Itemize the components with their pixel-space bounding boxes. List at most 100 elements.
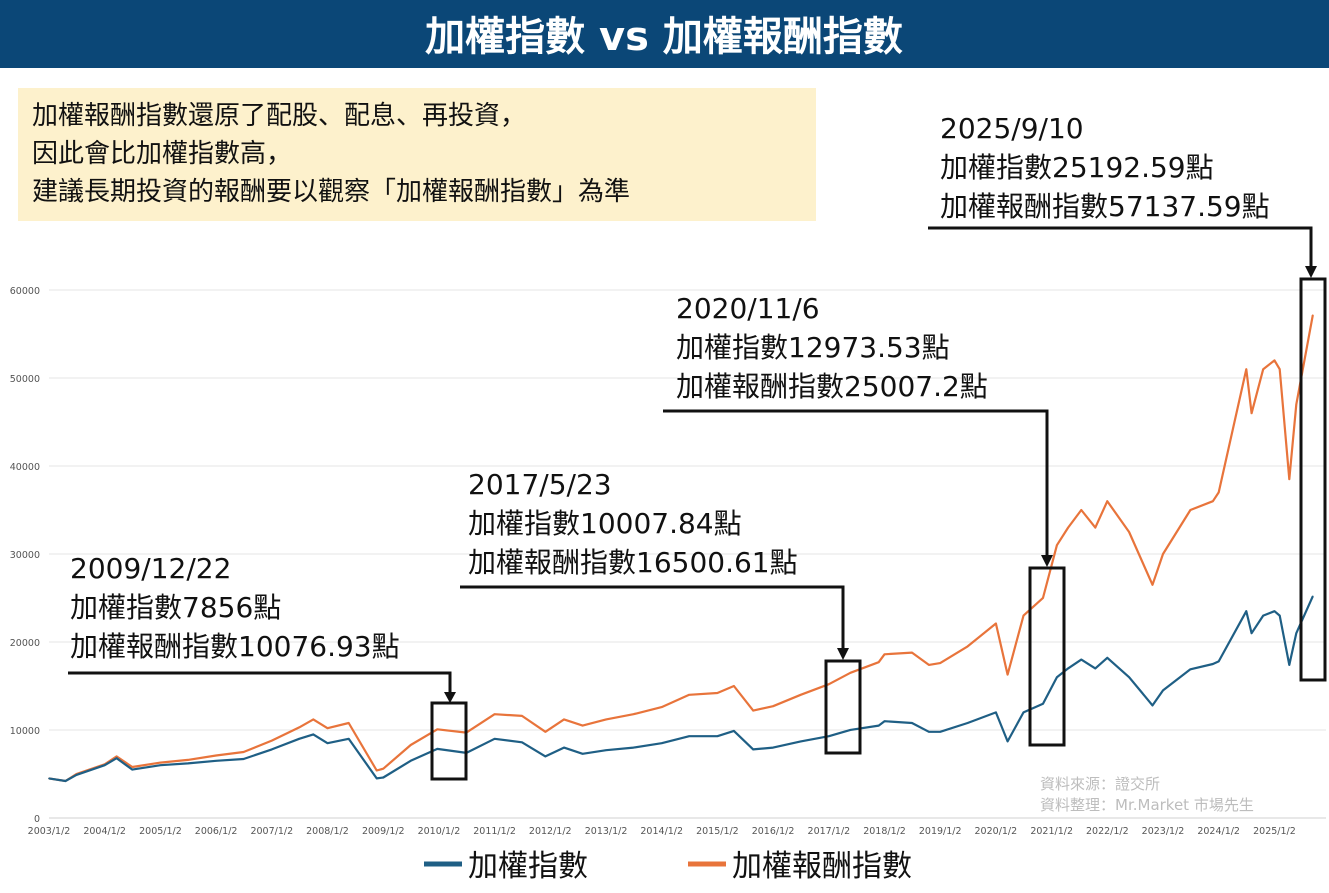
taiex-point — [772, 746, 774, 749]
x-tick-label: 2012/1/2 — [529, 826, 572, 837]
taiex-point — [849, 729, 852, 731]
taiex-point — [581, 752, 584, 755]
x-tick-label: 2005/1/2 — [139, 826, 182, 837]
taiex-point — [159, 764, 162, 766]
taiex-point — [1094, 667, 1097, 670]
return-index-point — [242, 751, 245, 753]
return-index-point — [1006, 673, 1009, 676]
x-tick-label: 2014/1/2 — [640, 826, 683, 837]
x-tick-label: 2006/1/2 — [195, 826, 238, 837]
return-index-point — [347, 722, 350, 724]
x-tick-label: 2009/1/2 — [362, 826, 405, 837]
taiex-point — [1295, 632, 1298, 634]
taiex-point — [1022, 711, 1025, 714]
return-index-point — [1106, 500, 1109, 503]
taiex-point — [1278, 614, 1281, 617]
taiex-point — [939, 730, 941, 733]
taiex-point — [544, 755, 547, 758]
taiex-point — [1106, 657, 1109, 659]
taiex-point — [103, 764, 106, 766]
return-index-point — [1162, 553, 1164, 555]
annotation-2017-date: 2017/5/23 — [468, 468, 612, 501]
taiex-point — [1311, 595, 1314, 598]
taiex-point — [1288, 664, 1291, 666]
annotation-2025 — [928, 226, 1327, 682]
return-index-point — [928, 664, 930, 666]
annotation-2017-taiex: 加權指數10007.84點 — [468, 507, 742, 540]
y-tick-label: 0 — [34, 814, 40, 825]
taiex-point — [436, 748, 439, 750]
x-tick-label: 2004/1/2 — [83, 826, 126, 837]
return-index-point — [1094, 526, 1097, 529]
return-index-point — [1080, 509, 1083, 511]
taiex-point — [375, 777, 378, 780]
taiex-point — [1262, 614, 1264, 617]
taiex-point — [1056, 676, 1058, 678]
return-index-point — [772, 705, 774, 708]
taiex-point — [966, 722, 969, 724]
taiex-point — [563, 746, 565, 749]
return-index-point — [883, 653, 886, 656]
source-line-2: 資料整理：Mr.Market 市場先生 — [1040, 796, 1254, 814]
taiex-point — [911, 722, 913, 724]
taiex-point — [493, 738, 496, 740]
x-tick-label: 2023/1/2 — [1142, 826, 1185, 837]
taiex-point — [1189, 668, 1192, 671]
annotation-2020-taiex: 加權指數12973.53點 — [676, 331, 950, 364]
return-index-point — [1288, 478, 1291, 481]
y-tick-label: 40000 — [10, 462, 40, 473]
taiex-point — [1128, 676, 1130, 678]
return-index-point — [187, 759, 189, 761]
legend-label-return: 加權報酬指數 — [732, 849, 912, 884]
x-tick-label: 2022/1/2 — [1086, 826, 1129, 837]
taiex-point — [1212, 663, 1214, 665]
return-index-point — [752, 709, 755, 712]
return-index-point — [159, 761, 162, 764]
return-index-point — [1245, 368, 1248, 371]
return-index-point — [799, 694, 802, 696]
return-index-point — [828, 683, 830, 686]
return-index-point — [966, 645, 969, 648]
return-index-point — [660, 706, 663, 708]
taiex-point — [409, 760, 412, 762]
return-index-point — [1278, 368, 1281, 371]
taiex-point — [1217, 660, 1220, 663]
taiex-point — [187, 762, 189, 765]
x-tick-label: 2008/1/2 — [306, 826, 349, 837]
gridlines — [49, 289, 1326, 819]
return-index-point — [1250, 412, 1253, 415]
annotation-2020 — [663, 409, 1066, 747]
x-tick-label: 2021/1/2 — [1030, 826, 1073, 837]
note-line-1: 加權報酬指數還原了配股、配息、再投資， — [32, 101, 526, 131]
taiex-point — [131, 768, 134, 771]
taiex-point — [382, 776, 385, 779]
return-index-point — [688, 694, 690, 696]
source-line-1: 資料來源：證交所 — [1040, 775, 1160, 793]
return-index-point — [1212, 500, 1214, 503]
return-index-point — [1189, 509, 1192, 511]
taiex-point — [995, 711, 997, 714]
x-tick-label: 2024/1/2 — [1197, 826, 1240, 837]
taiex-point — [298, 738, 301, 740]
return-index-point — [115, 755, 118, 758]
return-index-point — [298, 726, 301, 729]
return-index-point — [1128, 531, 1130, 533]
y-tick-label: 50000 — [10, 374, 40, 385]
annotation-2025-taiex: 加權指數25192.59點 — [940, 151, 1214, 184]
annotation-2009 — [68, 671, 468, 781]
annotation-2025-date: 2025/9/10 — [940, 112, 1084, 145]
taiex-point — [521, 741, 523, 744]
return-index-point — [1217, 491, 1220, 494]
taiex-point — [688, 735, 690, 737]
taiex-point — [928, 730, 930, 733]
return-index-point — [312, 718, 315, 721]
x-tick-label: 2015/1/2 — [696, 826, 739, 837]
return-index-point — [131, 766, 134, 768]
return-index-point — [382, 767, 385, 770]
return-index-point — [877, 661, 880, 664]
return-index-point — [1273, 359, 1276, 362]
return-index-point — [1056, 544, 1058, 546]
return-index-point — [605, 718, 607, 721]
taiex-point — [733, 730, 735, 732]
